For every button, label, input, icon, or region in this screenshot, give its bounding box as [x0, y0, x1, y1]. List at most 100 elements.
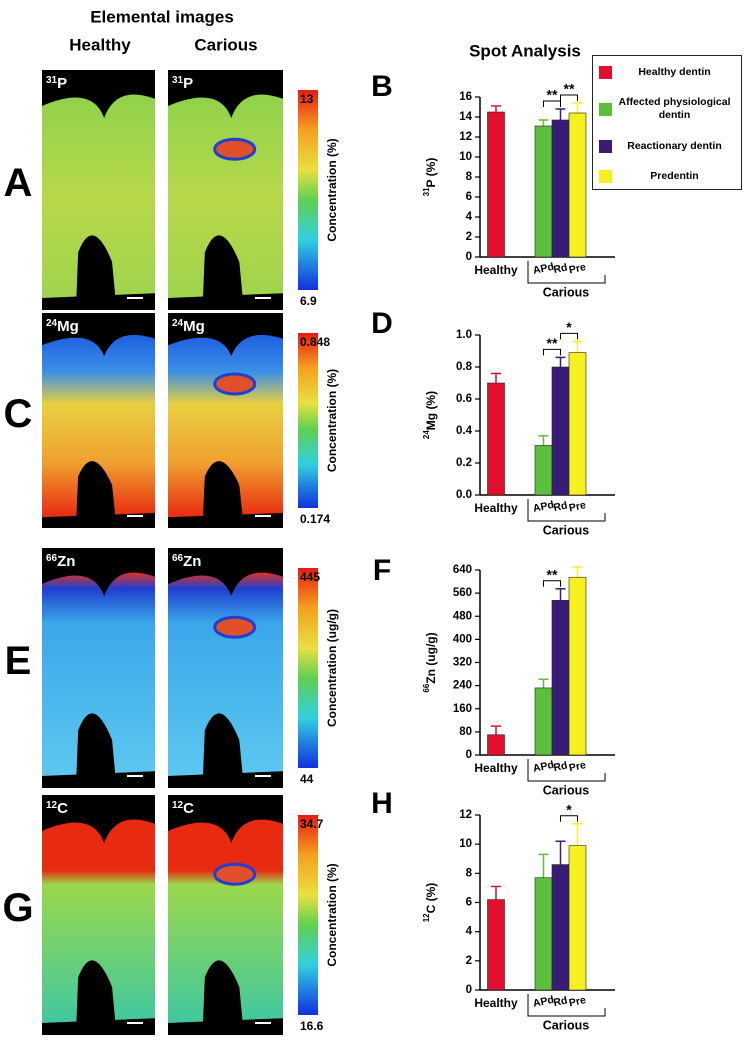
carious-heading: Carious [194, 35, 257, 54]
isotope-mass: 31 [172, 75, 184, 86]
y-tick-label: 10 [459, 151, 472, 163]
bar [487, 111, 505, 258]
isotope-label: 12C [172, 800, 194, 817]
tooth-section [42, 334, 155, 518]
pulp [75, 461, 117, 528]
x-tick-label: APd [532, 261, 555, 277]
y-tick-label: 400 [453, 633, 472, 645]
significance-bracket [543, 348, 561, 356]
legend-item: Predentin [599, 170, 737, 183]
tooth-section [42, 572, 155, 776]
bar [551, 600, 570, 756]
y-tick-label: 6 [466, 897, 472, 909]
y-axis-label: 31P (%) [422, 158, 438, 197]
x-tick-label: Pre [568, 499, 587, 514]
colorbar-min: 44 [300, 772, 314, 786]
row-letter: A [4, 161, 33, 205]
colorbar [298, 815, 318, 1015]
heading: Elemental images [90, 7, 234, 26]
y-axis-label-main: Zn (ug/g) [424, 632, 438, 683]
x-tick-label: Healthy [474, 263, 518, 277]
significance-bracket [543, 580, 561, 587]
spot-heading: Spot Analysis [469, 41, 581, 60]
isotope-symbol: Zn [57, 553, 75, 570]
y-tick-label: 160 [453, 703, 472, 715]
isotope-symbol: Mg [183, 318, 205, 335]
bar [551, 366, 570, 496]
row-letter: E [5, 639, 32, 683]
legend-label: Healthy dentin [638, 66, 711, 78]
group-bracket [527, 261, 606, 284]
y-axis-label-sup: 66 [422, 683, 431, 692]
group-label: Carious [543, 1018, 590, 1032]
y-tick-label: 14 [459, 111, 472, 123]
row-letter: G [2, 886, 33, 930]
y-tick-label: 1.0 [456, 329, 472, 341]
legend-swatch [599, 170, 612, 183]
isotope-symbol: P [183, 75, 193, 92]
y-axis-label-main: C (%) [424, 883, 438, 914]
y-axis-label: 24Mg (%) [422, 391, 438, 439]
bar [487, 382, 505, 496]
significance-label: ** [547, 566, 558, 582]
x-tick-label: Rd [552, 759, 568, 774]
group-label: Carious [543, 523, 590, 537]
group-label: Carious [543, 783, 590, 797]
significance-label: ** [564, 81, 575, 97]
y-axis-label: 12C (%) [422, 883, 438, 923]
x-tick-label: Pre [568, 759, 587, 774]
colorbar-min: 6.9 [300, 294, 317, 308]
pulp [202, 235, 244, 310]
y-axis-label-sup: 24 [422, 430, 431, 439]
isotope-mass: 12 [172, 800, 184, 811]
significance-bracket [560, 815, 578, 822]
significance-label: * [566, 319, 572, 335]
x-tick-label: Pre [568, 994, 587, 1009]
panel-letter: F [373, 554, 391, 587]
isotope-symbol: Mg [57, 318, 79, 335]
isotope-symbol: C [57, 800, 68, 817]
y-axis-label-main: P (%) [424, 158, 438, 188]
bar [534, 445, 553, 496]
y-tick-label: 560 [453, 587, 472, 599]
isotope-label: 31P [46, 75, 67, 92]
y-tick-label: 8 [466, 867, 473, 879]
y-axis-label: 66Zn (ug/g) [422, 632, 438, 692]
pulp [75, 960, 117, 1035]
y-tick-label: 12 [459, 131, 472, 143]
bar [568, 112, 587, 258]
y-tick-label: 4 [466, 211, 473, 223]
y-axis-label-sup: 12 [422, 913, 431, 922]
panel-letter: H [371, 787, 393, 820]
significance-label: ** [547, 335, 558, 351]
colorbar-label: Concentration (ug/g) [325, 609, 339, 727]
colorbar-label: Concentration (%) [325, 138, 339, 241]
bar [551, 864, 570, 991]
y-tick-label: 80 [459, 726, 472, 738]
group-label: Carious [543, 285, 590, 299]
significance-bracket [560, 94, 578, 101]
pulp [202, 960, 244, 1035]
legend-swatch [599, 66, 612, 79]
y-tick-label: 0.0 [456, 489, 472, 501]
legend-item: Reactionary dentin [599, 140, 737, 153]
colorbar-min: 16.6 [300, 1019, 324, 1033]
group-bracket [527, 994, 606, 1017]
bar [534, 687, 553, 756]
bar [534, 125, 553, 258]
pulp [75, 235, 117, 310]
y-tick-label: 0.8 [456, 361, 473, 373]
colorbar-min: 0.174 [300, 512, 330, 526]
colorbar-label: Concentration (%) [325, 863, 339, 966]
colorbar-max: 34.7 [300, 817, 324, 831]
y-tick-label: 2 [466, 955, 472, 967]
y-tick-label: 0.6 [456, 393, 472, 405]
legend: Healthy dentin Affected physiological den… [592, 55, 742, 190]
x-tick-label: Rd [552, 994, 568, 1009]
isotope-mass: 24 [46, 318, 58, 329]
x-tick-label: Rd [552, 499, 568, 514]
colorbar-max: 445 [300, 570, 320, 584]
row-letter: C [4, 392, 33, 436]
legend-item: Healthy dentin [599, 66, 737, 79]
